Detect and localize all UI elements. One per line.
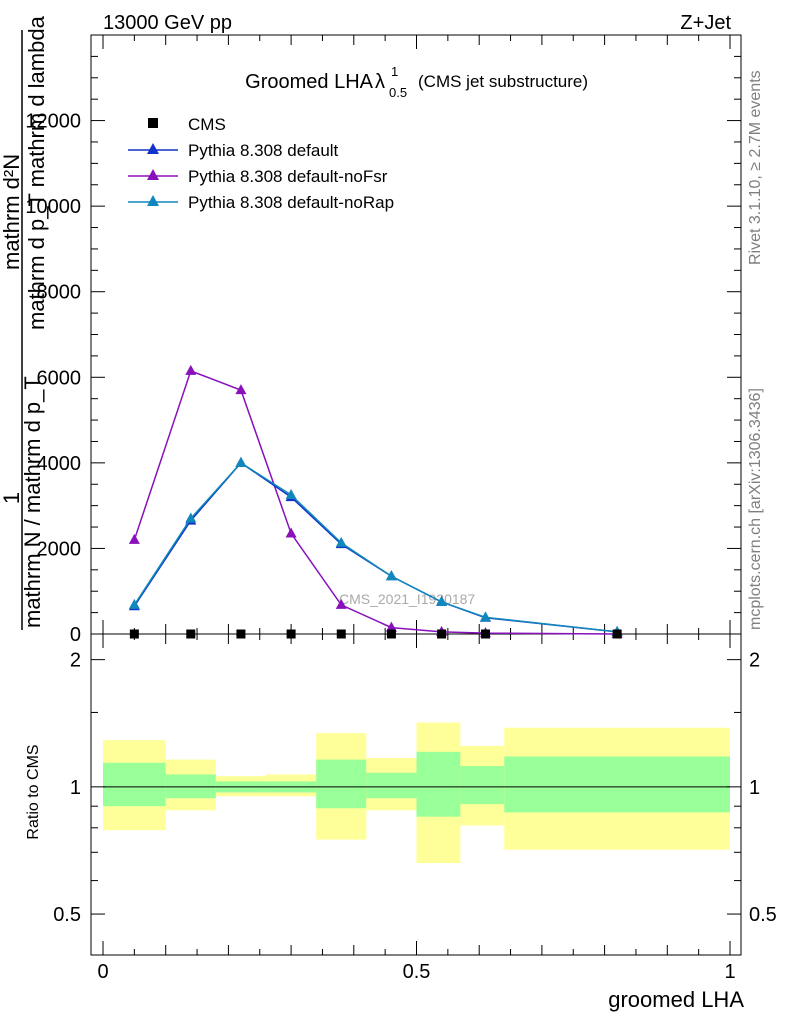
ratio-band-inner-5 [366, 772, 417, 799]
point-noFsr-1 [185, 364, 197, 375]
series-default [128, 456, 623, 636]
main-ytick-label-4: 10000 [25, 196, 81, 218]
ratio-ytick-label-right-1: 1 [749, 777, 760, 799]
main-ytick-label-zero: 0 [70, 624, 81, 646]
rivet-info: Rivet 3.1.10, ≥ 2.7M events [747, 70, 764, 265]
x-axis-label: groomed LHA [608, 987, 744, 1012]
title-lambda: λ [375, 71, 385, 93]
main-ytick-label-2: 6000 [37, 367, 82, 389]
point-cms-5 [386, 629, 396, 639]
point-cms-8 [612, 629, 622, 639]
legend-label-default: Pythia 8.308 default [188, 141, 339, 160]
ylabel-one: 1 [0, 492, 24, 504]
point-noFsr-4 [335, 598, 347, 609]
ylabel-mid: mathrm d p_T mathrm d lambda [24, 15, 49, 330]
ratio-ylabel: Ratio to CMS [25, 744, 42, 839]
point-noRap-5 [385, 570, 397, 581]
point-cms-4 [336, 629, 346, 639]
title-note: (CMS jet substructure) [418, 72, 588, 91]
series-cms [129, 629, 622, 639]
point-cms-1 [186, 629, 196, 639]
main-ytick-label-0: 2000 [37, 538, 82, 560]
point-noRap-0 [128, 598, 140, 609]
point-cms-6 [437, 629, 447, 639]
point-noRap-3 [285, 488, 297, 499]
point-cms-7 [480, 629, 490, 639]
ratio-ytick-label-right-2: 2 [749, 650, 760, 672]
series-noRap [128, 456, 623, 636]
legend-marker-noFsr [147, 169, 159, 180]
xtick-label-1: 0.5 [403, 961, 431, 983]
point-noRap-1 [185, 512, 197, 523]
ratio-band-inner-6 [416, 751, 461, 817]
legend: CMS Pythia 8.308 default Pythia 8.308 de… [128, 115, 394, 212]
point-cms-2 [236, 629, 246, 639]
ratio-band-inner-0 [103, 762, 166, 807]
watermark: CMS_2021_I1920187 [339, 591, 475, 607]
legend-marker-noRap [147, 195, 159, 206]
ratio-ytick-label-1: 1 [70, 777, 81, 799]
point-noFsr-5 [385, 621, 397, 632]
chart-title: Groomed LHA λ 1 0.5 (CMS jet substructur… [245, 64, 588, 100]
ratio-ytick-label-0: 0.5 [53, 904, 81, 926]
point-noRap-2 [235, 456, 247, 467]
main-ytick-label-5: 12000 [25, 111, 81, 133]
header-left: 13000 GeV pp [103, 12, 232, 34]
legend-marker-cms [148, 118, 158, 128]
ylabel-top: mathrm d²N [0, 154, 24, 270]
point-noRap-6 [436, 595, 448, 606]
title-main: Groomed LHA [245, 71, 373, 93]
point-cms-3 [286, 629, 296, 639]
header-right: Z+Jet [680, 12, 731, 34]
point-noFsr-2 [235, 384, 247, 395]
xtick-label-2: 1 [724, 961, 735, 983]
point-cms-0 [129, 629, 139, 639]
legend-label-noFsr: Pythia 8.308 default-noFsr [188, 167, 388, 186]
ratio-ytick-label-2: 2 [70, 650, 81, 672]
ratio-band-inner-1 [165, 774, 216, 799]
main-ytick-label-3: 8000 [37, 282, 82, 304]
point-noRap-4 [335, 536, 347, 547]
legend-label-noRap: Pythia 8.308 default-noRap [188, 193, 394, 212]
ratio-band-inner-8 [504, 756, 730, 813]
main-ylabel: 1 mathrm d²N mathrm d p_T mathrm d lambd… [0, 15, 49, 630]
title-sup: 1 [391, 64, 398, 79]
point-noFsr-3 [285, 527, 297, 538]
ratio-band-inner-4 [316, 759, 367, 809]
legend-label-cms: CMS [188, 115, 226, 134]
point-noRap-7 [479, 611, 491, 622]
xtick-label-0: 0 [97, 961, 108, 983]
ratio-ytick-label-right-0: 0.5 [749, 904, 777, 926]
ylabel-bottom: mathrm N / mathrm d p_T [20, 376, 45, 628]
title-sub: 0.5 [389, 85, 407, 100]
mcplots-info: mcplots.cern.ch [arXiv:1306.3436] [747, 388, 764, 630]
point-noFsr-0 [128, 533, 140, 544]
main-ytick-label-1: 4000 [37, 453, 82, 475]
ratio-band-inner-7 [460, 766, 505, 805]
legend-marker-default [147, 143, 159, 154]
